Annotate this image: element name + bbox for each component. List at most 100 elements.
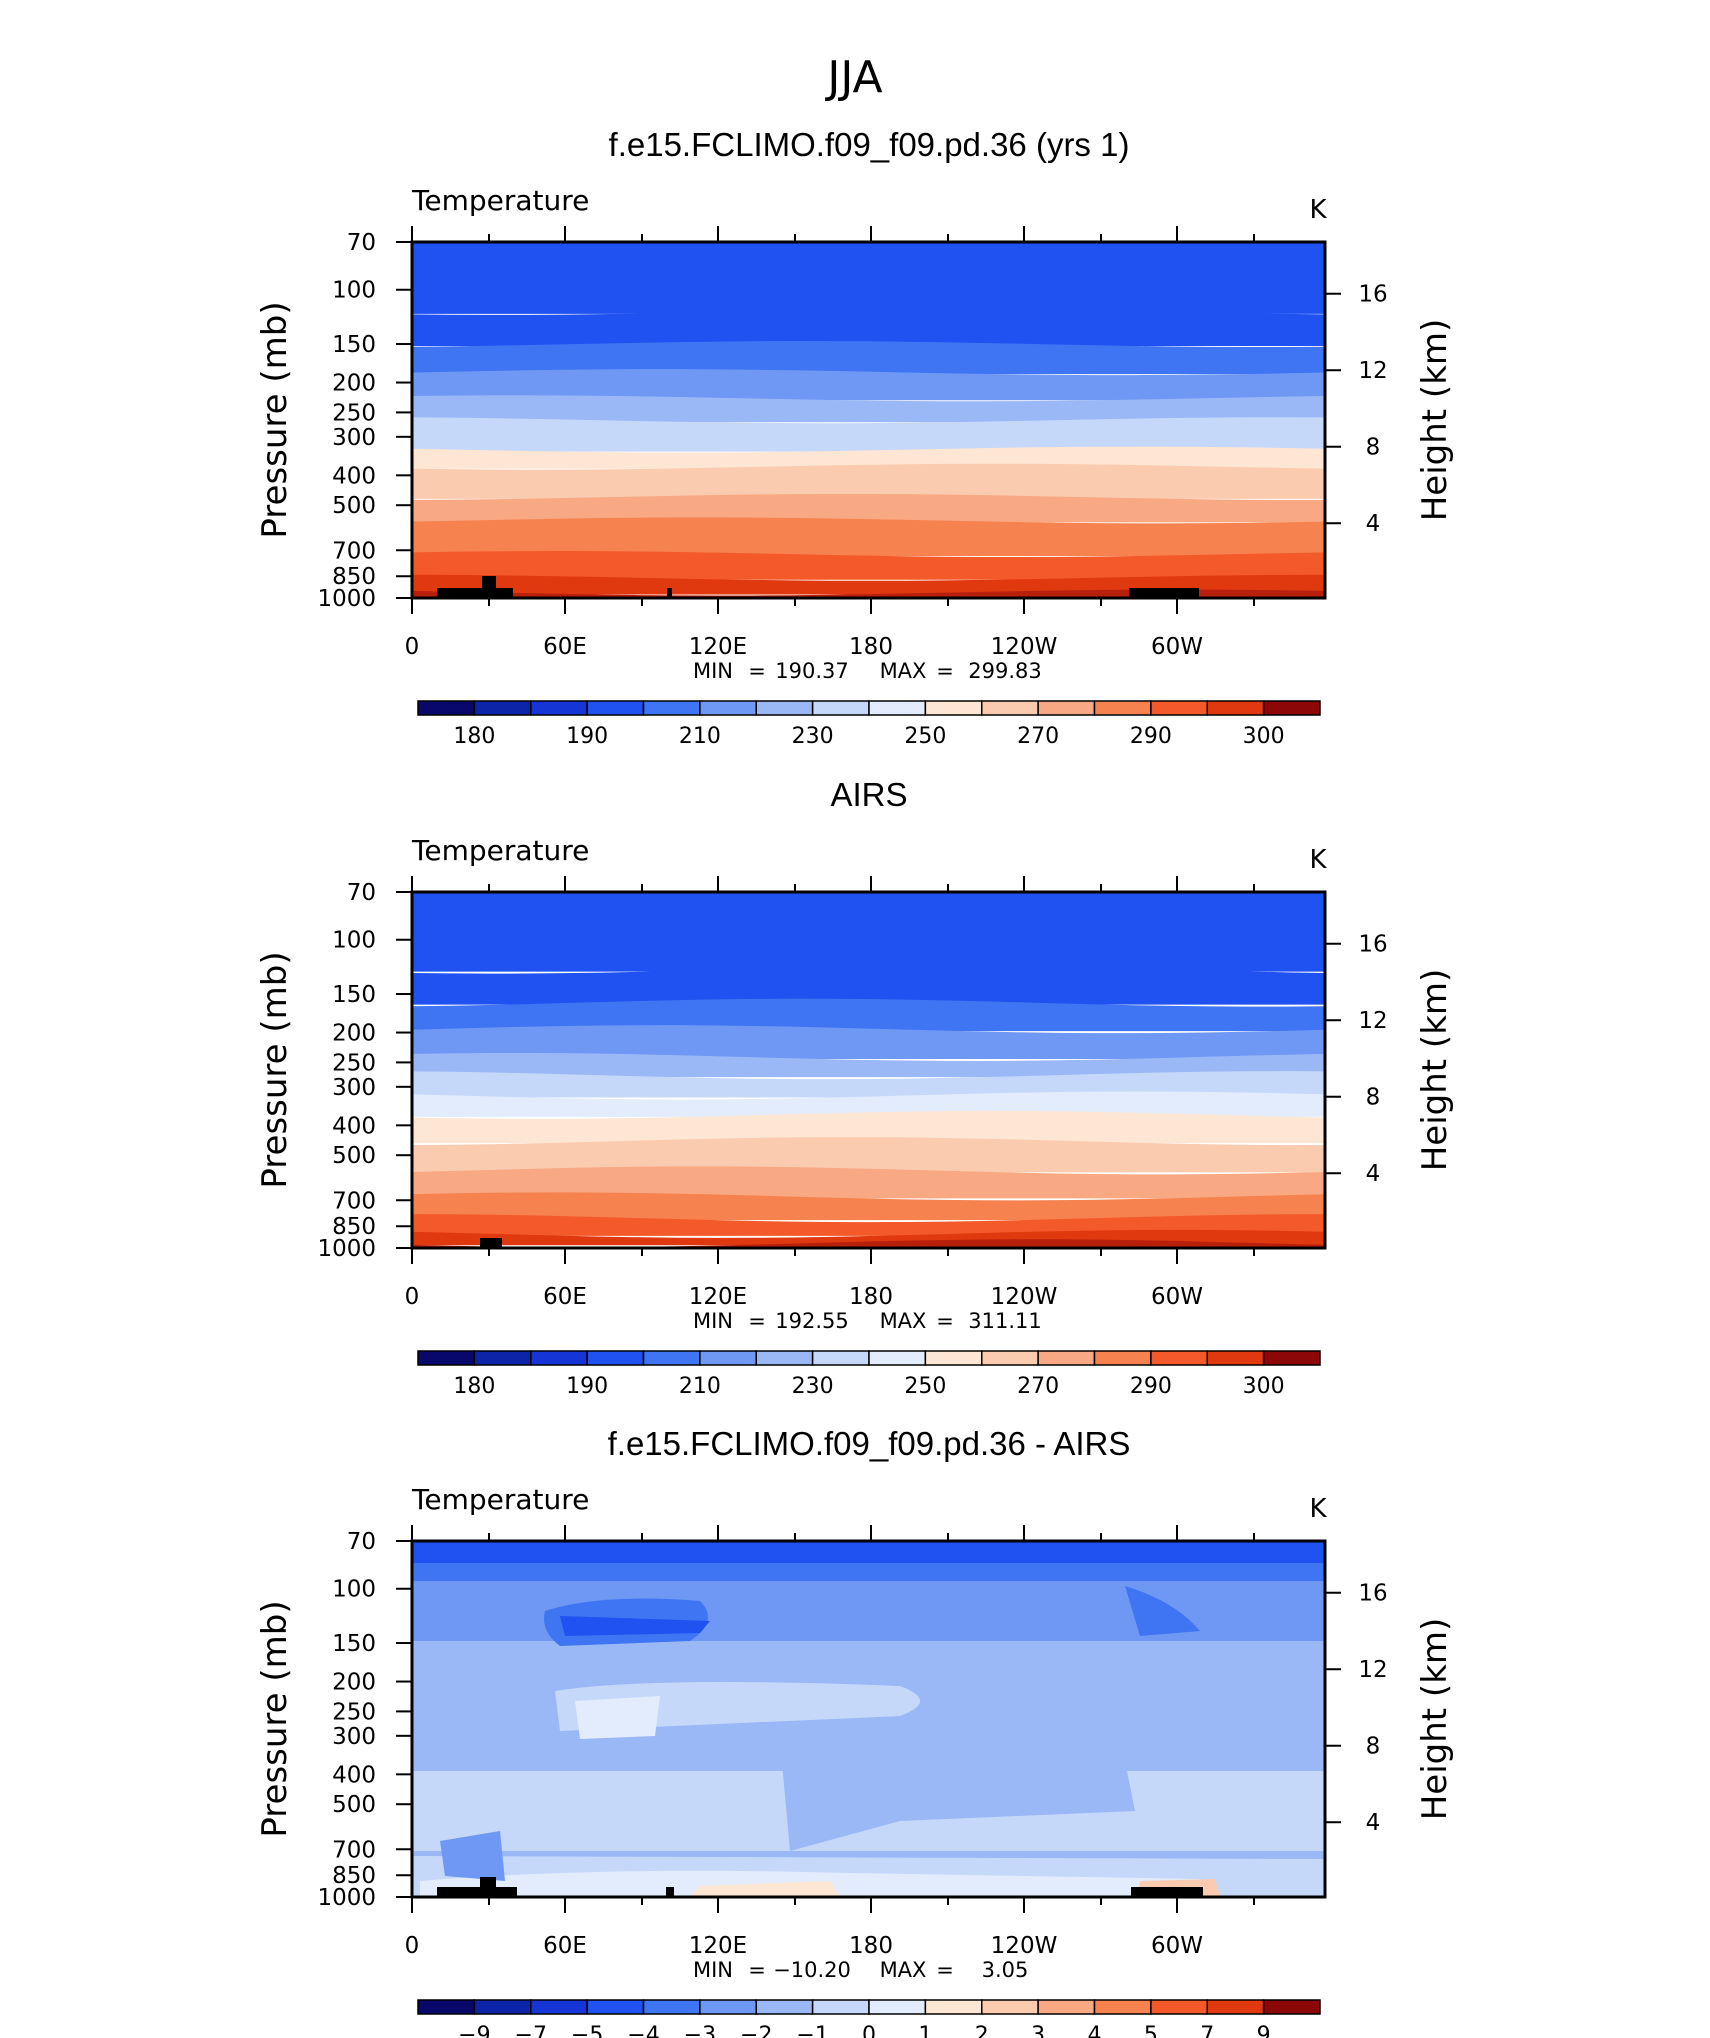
x-tick-label: 180 xyxy=(849,634,893,660)
x-tick-label: 60W xyxy=(1151,634,1203,660)
colorbar-tick-label: 1 xyxy=(918,2023,932,2038)
colorbar-swatch xyxy=(699,1350,757,1366)
colorbar-swatch xyxy=(1150,1999,1208,2015)
x-tick-label: 180 xyxy=(849,1284,893,1310)
y2-tick-label: 12 xyxy=(1358,1657,1387,1683)
colorbar-swatch xyxy=(1262,1999,1321,2015)
colorbar-swatch xyxy=(924,700,983,716)
y2-tick-label: 16 xyxy=(1358,1581,1387,1607)
y-tick-label: 850 xyxy=(332,1214,376,1240)
x-tick-label: 120E xyxy=(689,1933,747,1959)
colorbar-tick-label: −3 xyxy=(684,2023,716,2038)
colorbar-tick-label: 7 xyxy=(1200,2023,1214,2038)
y2-tick-label: 8 xyxy=(1366,435,1381,461)
y-tick-label: 70 xyxy=(347,880,376,906)
contour-band xyxy=(1125,1586,1200,1636)
colorbar-tick-label: 270 xyxy=(1017,724,1059,749)
colorbar-swatch xyxy=(473,1999,532,2015)
topography-mask xyxy=(666,1887,674,1897)
y2-tick-label: 8 xyxy=(1366,1734,1381,1760)
contour-band xyxy=(412,417,1325,452)
topography-mask xyxy=(480,1877,496,1897)
y2-axis-label: Height (km) xyxy=(1415,969,1455,1172)
colorbar-swatch xyxy=(642,1999,701,2015)
colorbar-tick-label: 0 xyxy=(862,2023,876,2038)
x-tick-label: 60W xyxy=(1151,1933,1203,1959)
x-tick-label: 120W xyxy=(991,1284,1058,1310)
colorbar-tick-label: 190 xyxy=(566,1374,608,1399)
plot-frame xyxy=(410,1539,1327,1899)
y2-tick-label: 16 xyxy=(1358,932,1387,958)
min-equals: = xyxy=(748,659,766,683)
topography-mask xyxy=(480,1238,502,1248)
contour-band xyxy=(412,341,1325,375)
contour-band xyxy=(412,1563,1325,1581)
colorbar-tick-label: −4 xyxy=(627,2023,659,2038)
chart-panel-3: f.e15.FCLIMO.f09_f09.pd.36 - AIRS Tempera… xyxy=(255,1425,1455,2038)
x-tick-label: 120E xyxy=(689,1284,747,1310)
y-tick-label: 500 xyxy=(332,493,376,519)
colorbar-swatch xyxy=(1206,1350,1265,1366)
topography-mask xyxy=(482,576,496,598)
contour-band xyxy=(412,1214,1325,1236)
contour-band xyxy=(412,517,1325,557)
contour-band xyxy=(560,1616,710,1636)
y-tick-label: 150 xyxy=(332,1631,376,1657)
y-axis-label: Pressure (mb) xyxy=(255,1600,295,1837)
y-tick-label: 1000 xyxy=(317,586,376,612)
contour-band xyxy=(575,1696,660,1739)
variable-label: Temperature xyxy=(411,834,589,867)
x-tick-label: 0 xyxy=(405,1284,420,1310)
y-tick-label: 200 xyxy=(332,371,376,397)
variable-label: Temperature xyxy=(411,184,589,217)
y2-axis-label: Height (km) xyxy=(1415,319,1455,522)
max-value: 299.83 xyxy=(968,659,1041,683)
colorbar-swatch xyxy=(924,1350,983,1366)
y-tick-label: 500 xyxy=(332,1792,376,1818)
contour-band xyxy=(412,1071,1325,1098)
contour-band xyxy=(412,1239,1325,1248)
contour-field xyxy=(412,1541,1325,1897)
x-tick-label: 0 xyxy=(405,1933,420,1959)
colorbar-swatch xyxy=(868,1999,927,2015)
max-label: MAX xyxy=(880,1309,927,1333)
y-tick-label: 400 xyxy=(332,1762,376,1788)
topography-mask xyxy=(437,588,513,598)
colorbar-swatch xyxy=(981,1350,1039,1366)
topography-mask xyxy=(667,588,672,598)
topography-mask xyxy=(437,1887,517,1897)
contour-band xyxy=(412,1137,1325,1173)
y-tick-label: 1000 xyxy=(317,1885,376,1911)
units-label: K xyxy=(1309,1494,1327,1524)
colorbar-swatch xyxy=(699,700,757,716)
colorbar-swatch xyxy=(981,700,1039,716)
contour-band xyxy=(690,1881,840,1897)
contour-band xyxy=(412,1192,1325,1221)
min-value: −10.20 xyxy=(773,1958,851,1982)
max-equals: = xyxy=(936,1309,954,1333)
colorbar-swatch xyxy=(642,1350,701,1366)
colorbar-swatch xyxy=(1262,1350,1321,1366)
colorbar-swatch xyxy=(699,1999,757,2015)
colorbar-swatch xyxy=(417,1350,476,1366)
y-tick-label: 400 xyxy=(332,463,376,489)
contour-band xyxy=(412,463,1325,499)
colorbar-swatch xyxy=(1206,700,1265,716)
x-tick-label: 60E xyxy=(543,1284,587,1310)
y-axis-label: Pressure (mb) xyxy=(255,301,295,538)
y-tick-label: 300 xyxy=(332,1075,376,1101)
y-tick-label: 250 xyxy=(332,1050,376,1076)
topography-mask xyxy=(1129,588,1199,598)
colorbar-swatch xyxy=(530,1999,588,2015)
y-tick-label: 100 xyxy=(332,928,376,954)
y-tick-label: 1000 xyxy=(317,1236,376,1262)
colorbar-swatch xyxy=(1037,700,1096,716)
max-value: 311.11 xyxy=(968,1309,1041,1333)
panels: f.e15.FCLIMO.f09_f09.pd.36 (yrs 1) Temper… xyxy=(255,126,1455,2038)
colorbar-swatch xyxy=(473,700,532,716)
y-tick-label: 850 xyxy=(332,564,376,590)
colorbar-tick-label: 210 xyxy=(679,1374,721,1399)
colorbar-swatch xyxy=(586,700,645,716)
colorbar-tick-label: −1 xyxy=(796,2023,828,2038)
